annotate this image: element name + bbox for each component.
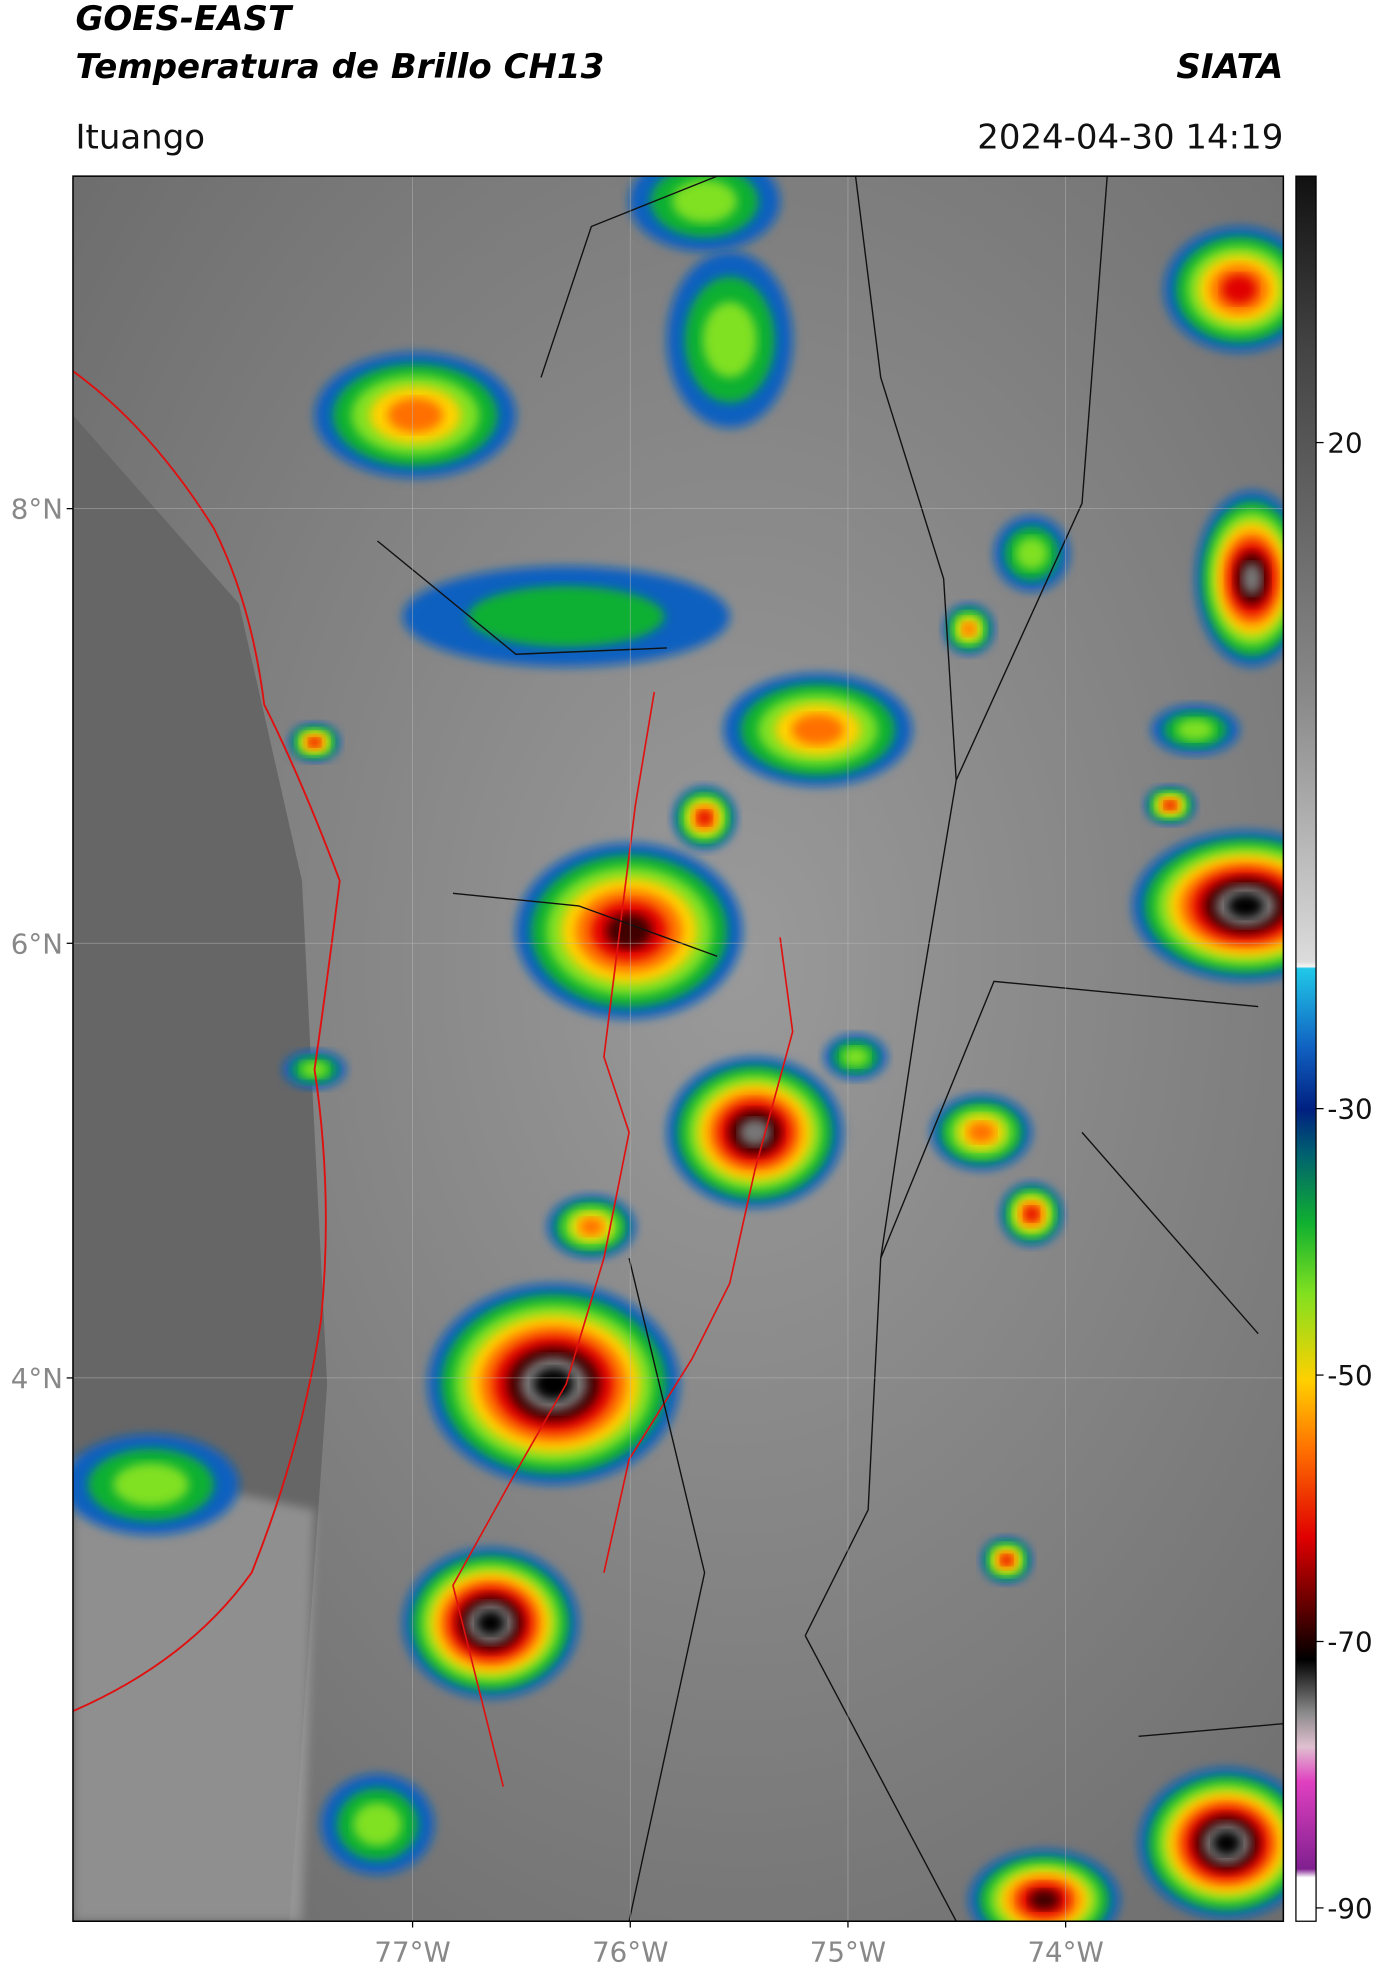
storm-cell xyxy=(702,301,757,378)
lat-tick-label: 4°N xyxy=(11,1362,63,1395)
storm-cell xyxy=(1015,537,1048,570)
storm-cell xyxy=(387,398,443,433)
lon-tick-label: 76°W xyxy=(592,1935,668,1968)
storm-cell xyxy=(1024,1206,1039,1222)
lat-tick-label: 8°N xyxy=(11,493,63,526)
graticule xyxy=(72,176,1284,1922)
storm-cell xyxy=(353,1802,402,1846)
region-label: Ituango xyxy=(75,117,205,157)
department-border xyxy=(603,937,794,1573)
storm-cell xyxy=(308,737,321,747)
lon-tick-label: 77°W xyxy=(374,1935,450,1968)
lon-tick-label: 74°W xyxy=(1027,1935,1103,1968)
department-border xyxy=(452,691,656,1787)
storm-cell xyxy=(1176,718,1215,741)
boundary xyxy=(377,176,1284,1922)
storm-cell xyxy=(476,1611,505,1635)
storm-cell xyxy=(1212,1831,1241,1856)
colorbar-tick-label: -30 xyxy=(1327,1093,1372,1126)
title-line: GOES-EAST xyxy=(75,0,293,39)
source-label: SIATA xyxy=(1176,47,1283,87)
datetime-label: 2024-04-30 14:19 xyxy=(977,117,1283,157)
storm-cell xyxy=(1029,1889,1060,1910)
storm-cell xyxy=(672,179,737,223)
storm-cell xyxy=(1221,274,1257,304)
storm-cell xyxy=(1227,893,1264,918)
storm-cell xyxy=(579,1218,604,1236)
storm-cell xyxy=(961,622,976,636)
colorbar-tick-label: -70 xyxy=(1327,1626,1372,1659)
storm-cell xyxy=(1241,563,1262,595)
storms xyxy=(72,176,1284,1922)
storm-cell xyxy=(1164,800,1176,810)
storm-cell xyxy=(842,1047,870,1067)
storm-cell xyxy=(967,1122,996,1143)
colorbar-tick-label: -90 xyxy=(1327,1892,1372,1925)
colorbar xyxy=(1295,175,1317,1922)
storm-cell xyxy=(697,810,712,826)
storm-cell xyxy=(1000,1554,1013,1566)
lon-tick-label: 75°W xyxy=(810,1935,886,1968)
storm-cell xyxy=(533,1368,574,1400)
storm-cell xyxy=(792,714,844,746)
colorbar-tick-label: -50 xyxy=(1327,1359,1372,1392)
map-area xyxy=(72,176,1284,1922)
map-frame xyxy=(72,175,1285,1922)
title-line: Temperatura de Brillo CH13 xyxy=(75,47,604,87)
storm-cell xyxy=(113,1463,189,1507)
storm-cell xyxy=(468,586,665,647)
colorbar-tick-label: 20 xyxy=(1327,427,1362,460)
lat-tick-label: 6°N xyxy=(11,927,63,960)
cloud xyxy=(72,1459,315,1922)
coastline xyxy=(72,370,341,1712)
